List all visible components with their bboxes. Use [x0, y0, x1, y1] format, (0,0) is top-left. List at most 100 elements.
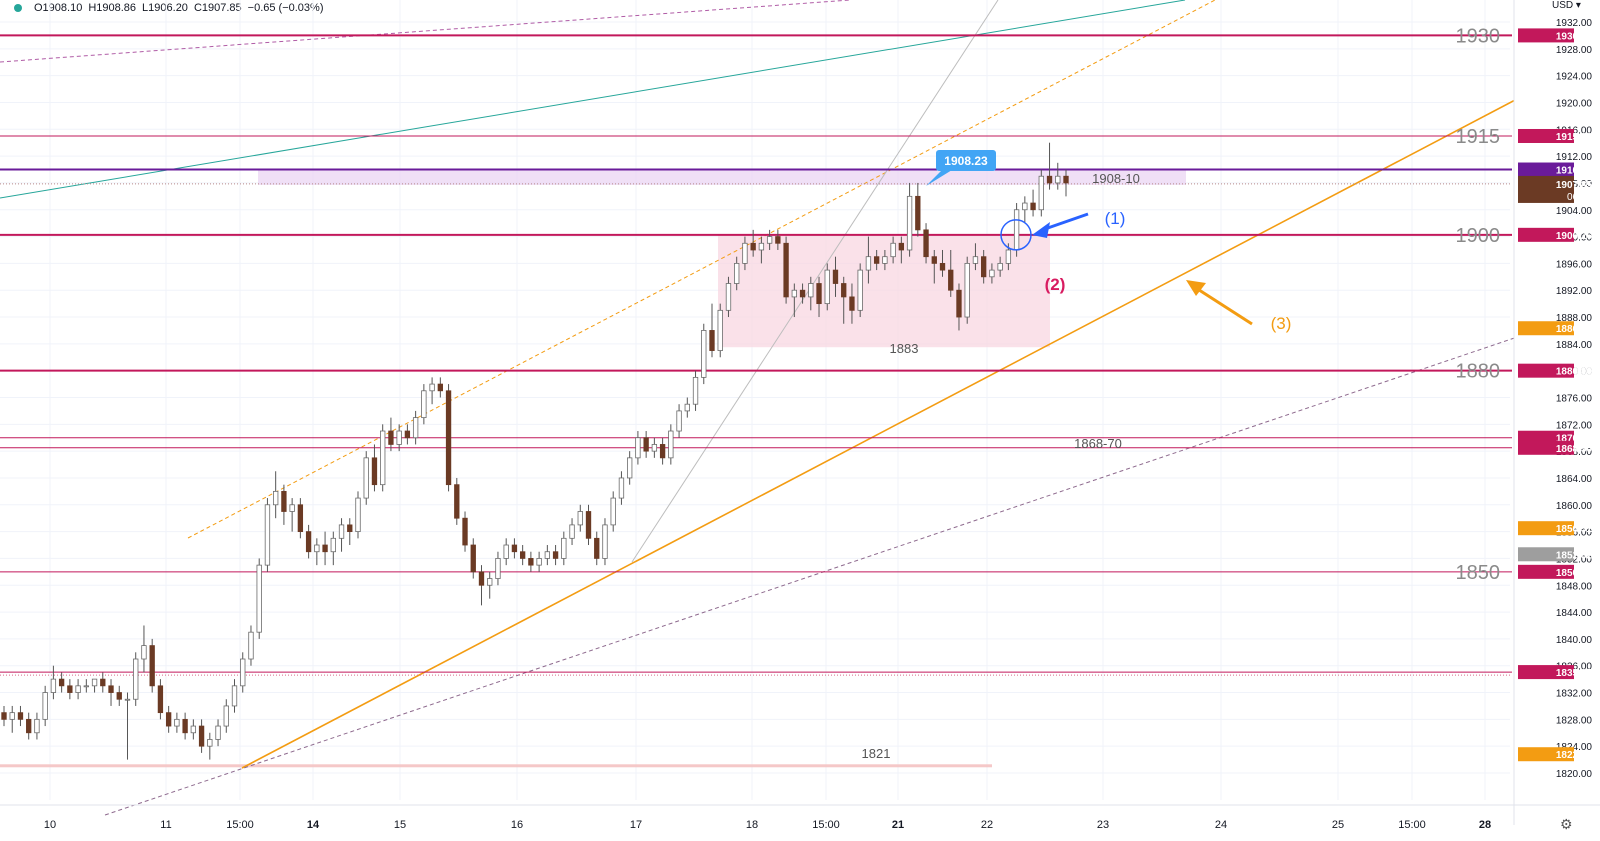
time-tick-label: 18: [746, 819, 758, 831]
price-tick-label: 1888.00: [1556, 313, 1593, 324]
candle-body: [338, 524, 345, 539]
candle-body: [602, 524, 608, 559]
level-price-tag: 1915.00: [1556, 132, 1593, 143]
price-tick-label: 1844.00: [1556, 608, 1593, 619]
candle-body: [956, 289, 962, 318]
level-price-tag-bg: [1518, 564, 1574, 579]
price-tick-label: 1916.00: [1556, 125, 1593, 136]
price-tick-label: 1896.00: [1556, 259, 1593, 270]
candle-body: [421, 390, 427, 419]
price-tick-label: 1848.00: [1556, 581, 1593, 592]
price-tag-orange: 1822.80: [1556, 750, 1593, 761]
countdown-tag: 06:09: [1567, 192, 1592, 203]
candle-body: [108, 685, 114, 693]
candle-body: [808, 283, 814, 298]
candle-body: [223, 705, 229, 727]
candle-body: [536, 558, 542, 566]
ohlc-open: O1908.10: [34, 2, 83, 14]
horizontal-levels: 1930 1915 1900 1880 1850: [0, 25, 1512, 676]
candle-body: [207, 739, 213, 747]
candle-body: [75, 685, 81, 693]
candle-body: [355, 497, 361, 533]
candle-body: [1022, 202, 1028, 211]
candle-body: [552, 551, 559, 559]
price-tag-grey-bg: [1518, 547, 1574, 562]
level-price-tag: 1850.00: [1556, 568, 1593, 579]
market-open-icon: [14, 4, 22, 12]
level-price-tag: 1900.26: [1556, 231, 1593, 242]
candle-body: [989, 269, 995, 278]
time-tick-label: 28: [1479, 819, 1491, 831]
zone-1908-10: [258, 169, 1186, 185]
time-axis: 10 11 15:00 14 15 16 17 18 15:00 21 22 23 24 25 15:00 2…: [0, 804, 1600, 831]
candle-body: [816, 283, 822, 305]
candle-body: [182, 718, 188, 734]
candle-body: [215, 725, 221, 740]
candle-body: [594, 537, 600, 559]
currency-selector[interactable]: USD ▾: [1552, 0, 1581, 11]
candle-body: [849, 296, 855, 311]
candle-body: [322, 544, 328, 553]
callout-pointer: [926, 170, 952, 186]
price-tick-label: 1904.00: [1556, 206, 1593, 217]
price-tick-label: 1820.00: [1556, 769, 1593, 780]
price-axis: 1932.00 1928.00 1924.00 1920.00 1916.00 1912.…: [1513, 0, 1593, 841]
candle-body: [116, 692, 122, 700]
candle-body: [676, 410, 682, 432]
level-price-tag: 1930.00: [1556, 31, 1593, 42]
candle-body: [50, 678, 57, 693]
candle-body: [314, 544, 320, 553]
candle-body: [923, 229, 929, 258]
lower-channel-dashed: [104, 329, 1539, 816]
current-price-tag: 1907.85: [1556, 180, 1593, 191]
candle-body: [396, 430, 402, 445]
candle-body: [454, 484, 460, 519]
candle-body: [198, 725, 205, 747]
candle-body: [865, 256, 872, 271]
candle-body: [248, 631, 254, 660]
candle-body: [915, 195, 921, 231]
currency-label: USD: [1552, 0, 1574, 11]
time-tick-label: 16: [511, 819, 523, 831]
candle-body: [470, 544, 476, 573]
level-label: 1930: [1456, 25, 1501, 47]
candle-body: [939, 262, 946, 271]
annotations: 1908.23 1908-10 1883 1868-70 1821 (1) (2) (3): [862, 150, 1291, 761]
level-price-tag-bg: [1518, 128, 1574, 143]
price-tick-label: 1928.00: [1556, 45, 1593, 56]
level-price-tag-bg: [1518, 28, 1574, 43]
candle-body: [618, 477, 625, 499]
candle-body: [544, 551, 551, 559]
candle-body: [709, 330, 715, 351]
candle-body: [651, 444, 658, 452]
steep-trendline: [631, 0, 999, 563]
candle-body: [347, 524, 353, 533]
candle-body: [487, 578, 493, 586]
gear-icon[interactable]: ⚙: [1560, 816, 1573, 832]
candle-body: [931, 256, 937, 264]
level-label: 1880: [1456, 361, 1501, 383]
chart-grid: [0, 0, 1510, 800]
candle-body: [264, 504, 271, 566]
candle-body: [701, 330, 707, 378]
candle-body: [83, 685, 89, 688]
level-price-tag-bg: [1518, 162, 1574, 177]
candle-body: [141, 645, 147, 660]
candle-body: [717, 309, 723, 351]
candle-body: [882, 256, 888, 264]
candle-body: [972, 256, 979, 264]
current-price-tag-bg: [1518, 175, 1574, 203]
level-label: 1850: [1456, 562, 1501, 584]
price-tick-label: 1856.00: [1556, 528, 1593, 539]
candle-body: [585, 511, 592, 539]
channel-upper-dashed: [187, 0, 1216, 539]
candle-body: [569, 524, 575, 539]
time-tick-label: 11: [160, 819, 171, 831]
trendline-3: [241, 87, 1539, 769]
arrow-3-head: [1186, 280, 1206, 296]
candle-body: [964, 262, 970, 318]
candle-body: [9, 712, 15, 720]
candle-body: [635, 437, 641, 459]
candle-body: [1055, 175, 1061, 184]
